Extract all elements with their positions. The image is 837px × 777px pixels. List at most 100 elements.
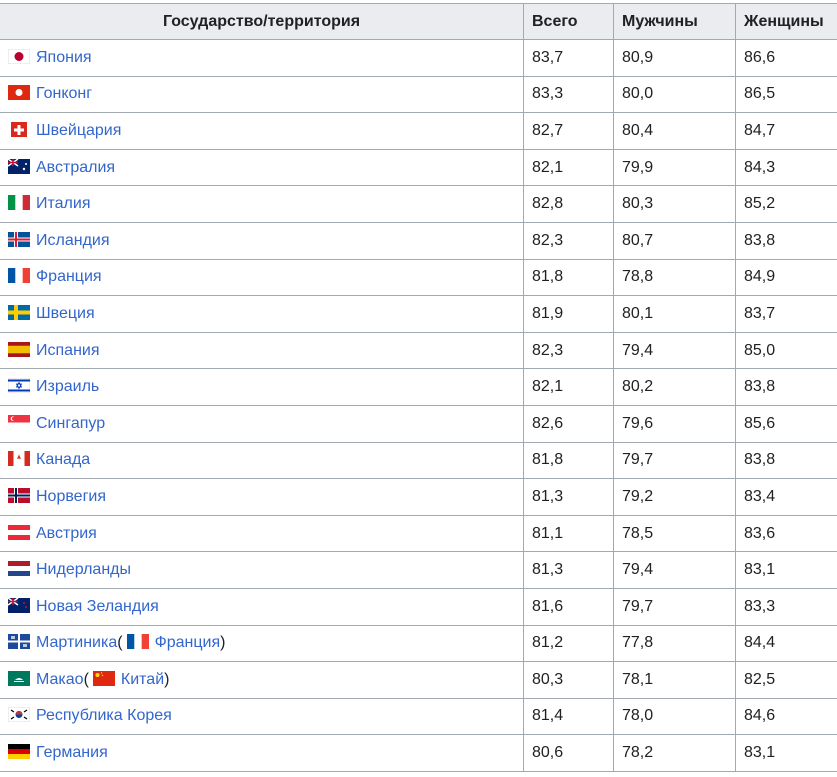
men-cell: 77,8	[613, 624, 736, 663]
total-cell: 80,6	[523, 734, 614, 772]
table-row: Израиль 82,1 80,2 83,8	[0, 368, 837, 406]
total-cell: 82,1	[523, 368, 614, 406]
women-cell: 83,8	[735, 441, 837, 480]
flag-icon	[8, 597, 30, 613]
country-link[interactable]: Китай	[120, 670, 165, 688]
country-link[interactable]: Германия	[36, 744, 108, 762]
country-link[interactable]: Новая Зеландия	[36, 597, 159, 615]
table-row: Мартиника(Франция) 81,2 77,8 84,4	[0, 624, 837, 663]
country-link[interactable]: Италия	[36, 195, 91, 213]
table-row: Швейцария 82,7 80,4 84,7	[0, 112, 837, 150]
table-row: Норвегия 81,3 79,2 83,4	[0, 478, 837, 516]
men-cell: 79,6	[613, 404, 736, 443]
flag-icon	[8, 304, 30, 320]
flag-icon	[8, 195, 30, 211]
flag-icon	[8, 231, 30, 247]
table-row: Австралия 82,1 79,9 84,3	[0, 148, 837, 187]
country-cell: Швеция	[0, 295, 524, 333]
total-cell: 81,1	[523, 514, 614, 553]
flag-icon	[8, 670, 30, 686]
country-link[interactable]: Нидерланды	[36, 561, 131, 579]
flag-icon	[92, 670, 115, 686]
country-link[interactable]: Израиль	[36, 378, 100, 396]
flag-icon	[8, 707, 30, 723]
women-cell: 83,1	[735, 734, 837, 772]
total-cell: 82,7	[523, 112, 614, 150]
men-cell: 79,7	[613, 587, 736, 626]
country-link[interactable]: Франция	[36, 268, 102, 286]
country-cell: Мартиника(Франция)	[0, 624, 524, 663]
country-link[interactable]: Испания	[36, 341, 100, 359]
flag-icon	[8, 268, 30, 284]
women-cell: 83,7	[735, 295, 837, 333]
men-cell: 80,0	[613, 75, 736, 114]
women-cell: 83,8	[735, 368, 837, 406]
women-cell: 83,1	[735, 551, 837, 589]
flag-icon	[11, 121, 27, 137]
table-row: Германия 80,6 78,2 83,1	[0, 734, 837, 772]
table-row: Макао(Китай) 80,3 78,1 82,5	[0, 661, 837, 699]
total-cell: 81,9	[523, 295, 614, 333]
country-cell: Новая Зеландия	[0, 587, 524, 626]
table-row: Республика Корея 81,4 78,0 84,6	[0, 697, 837, 736]
total-cell: 82,3	[523, 331, 614, 370]
women-cell: 83,4	[735, 478, 837, 516]
table-head: Государство/территория Всего Мужчины Жен…	[0, 3, 837, 40]
women-cell: 82,5	[735, 661, 837, 699]
country-link[interactable]: Республика Корея	[36, 707, 172, 725]
table-row: Новая Зеландия 81,6 79,7 83,3	[0, 587, 837, 626]
country-cell: Швейцария	[0, 112, 524, 150]
country-link[interactable]: Сингапур	[36, 414, 106, 432]
country-link[interactable]: Австрия	[36, 524, 97, 542]
country-link[interactable]: Мартиника	[36, 634, 118, 652]
women-cell: 85,0	[735, 331, 837, 370]
women-cell: 83,3	[735, 587, 837, 626]
country-link[interactable]: Гонконг	[36, 85, 93, 103]
men-cell: 80,4	[613, 112, 736, 150]
men-cell: 80,3	[613, 185, 736, 223]
table-row: Сингапур 82,6 79,6 85,6	[0, 404, 837, 443]
flag-icon	[8, 158, 30, 174]
country-link[interactable]: Франция	[154, 634, 221, 652]
country-cell: Израиль	[0, 368, 524, 406]
country-link[interactable]: Макао	[36, 670, 84, 688]
country-cell: Франция	[0, 258, 524, 297]
men-cell: 78,2	[613, 734, 736, 772]
flag-icon	[8, 524, 30, 540]
parenthesis: (	[83, 670, 89, 688]
country-link[interactable]: Япония	[36, 48, 92, 66]
country-link[interactable]: Швейцария	[36, 121, 122, 139]
country-link[interactable]: Канада	[36, 451, 91, 469]
country-cell: Нидерланды	[0, 551, 524, 589]
country-cell: Австралия	[0, 148, 524, 187]
parenthesis: )	[164, 670, 170, 688]
total-cell: 81,6	[523, 587, 614, 626]
total-cell: 81,2	[523, 624, 614, 663]
flag-icon	[8, 561, 30, 577]
men-cell: 79,4	[613, 551, 736, 589]
table-row: Франция 81,8 78,8 84,9	[0, 258, 837, 297]
country-link[interactable]: Швеция	[36, 304, 95, 322]
country-cell: Канада	[0, 441, 524, 480]
women-cell: 86,5	[735, 75, 837, 114]
header-row: Государство/территория Всего Мужчины Жен…	[0, 3, 837, 40]
women-cell: 84,3	[735, 148, 837, 187]
women-cell: 83,6	[735, 514, 837, 553]
table-row: Исландия 82,3 80,7 83,8	[0, 221, 837, 260]
country-cell: Япония	[0, 39, 524, 77]
total-cell: 81,3	[523, 478, 614, 516]
country-link[interactable]: Исландия	[36, 231, 110, 249]
flag-icon	[8, 341, 30, 357]
country-cell: Макао( Китай)	[0, 661, 524, 699]
table-row: Испания 82,3 79,4 85,0	[0, 331, 837, 370]
women-cell: 84,6	[735, 697, 837, 736]
country-link[interactable]: Австралия	[36, 158, 116, 176]
women-cell: 85,2	[735, 185, 837, 223]
country-cell: Австрия	[0, 514, 524, 553]
women-cell: 83,8	[735, 221, 837, 260]
country-link[interactable]: Норвегия	[36, 487, 107, 505]
total-cell: 81,3	[523, 551, 614, 589]
total-cell: 82,1	[523, 148, 614, 187]
women-cell: 86,6	[735, 39, 837, 77]
country-cell: Исландия	[0, 221, 524, 260]
